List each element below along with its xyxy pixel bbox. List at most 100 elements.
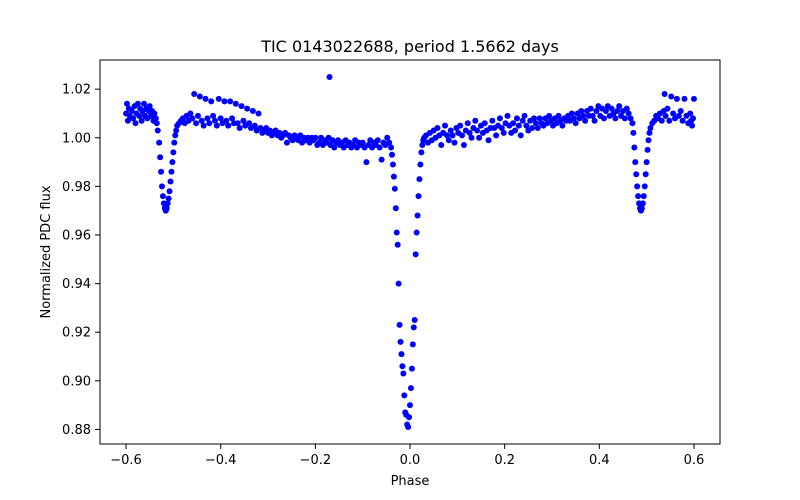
- y-tick-label: 1.02: [62, 83, 91, 98]
- data-point: [326, 74, 333, 81]
- data-point: [208, 98, 215, 105]
- data-point: [608, 105, 615, 112]
- data-point: [389, 151, 396, 158]
- data-point: [163, 205, 170, 212]
- data-point: [546, 112, 553, 119]
- data-point: [510, 120, 517, 127]
- data-point: [169, 159, 176, 166]
- data-point: [196, 93, 203, 100]
- data-point: [531, 115, 537, 122]
- y-tick-label: 0.96: [62, 228, 91, 243]
- data-point: [602, 108, 609, 115]
- data-point: [634, 183, 641, 190]
- data-point: [572, 120, 579, 127]
- data-point: [157, 154, 164, 161]
- data-point: [459, 132, 466, 139]
- data-point: [639, 200, 646, 207]
- data-point: [532, 120, 539, 127]
- data-point: [415, 193, 422, 200]
- data-point: [646, 129, 653, 136]
- data-point: [690, 95, 697, 102]
- data-point: [413, 229, 420, 236]
- data-point: [412, 251, 419, 258]
- data-point: [166, 188, 173, 195]
- data-points: [123, 74, 697, 430]
- data-point: [130, 115, 137, 122]
- data-point: [359, 139, 366, 146]
- data-point: [481, 120, 488, 127]
- data-point: [434, 125, 441, 132]
- data-point: [513, 115, 520, 122]
- x-axis-label: Phase: [391, 474, 430, 489]
- data-point: [167, 178, 174, 185]
- x-tick-label: −0.6: [110, 453, 142, 468]
- x-axis-ticks: −0.6 −0.4 −0.2 0.0 0.2 0.4 0.6: [110, 444, 704, 468]
- data-point: [559, 122, 566, 129]
- data-point: [587, 105, 594, 112]
- data-point: [378, 156, 385, 163]
- data-point: [417, 161, 424, 168]
- data-point: [493, 132, 500, 139]
- data-point: [640, 193, 647, 200]
- data-point: [449, 132, 456, 139]
- data-point: [331, 144, 338, 151]
- data-point: [202, 95, 209, 102]
- y-axis-label: Normalized PDC flux: [39, 185, 54, 318]
- data-point: [521, 112, 528, 119]
- y-tick-label: 0.92: [62, 326, 91, 341]
- data-point: [164, 200, 171, 207]
- data-point: [187, 110, 194, 117]
- data-point: [251, 122, 258, 129]
- data-point: [500, 129, 507, 136]
- data-point: [204, 115, 211, 122]
- data-point: [128, 108, 135, 115]
- data-point: [171, 139, 178, 146]
- data-point: [376, 144, 383, 151]
- data-point: [496, 115, 503, 122]
- data-point: [536, 115, 543, 122]
- data-point: [641, 183, 648, 190]
- data-point: [451, 139, 458, 146]
- data-point: [633, 171, 640, 178]
- y-tick-label: 0.98: [62, 180, 91, 195]
- data-point: [580, 112, 587, 119]
- x-tick-label: −0.2: [300, 453, 332, 468]
- data-point: [407, 402, 413, 409]
- data-point: [688, 117, 695, 124]
- y-tick-label: 0.88: [62, 423, 91, 438]
- data-point: [152, 115, 159, 122]
- data-point: [410, 324, 417, 331]
- data-point: [215, 95, 222, 102]
- y-axis-ticks: 0.88 0.90 0.92 0.94 0.96 0.98 1.00 1.02: [62, 83, 100, 438]
- data-point: [159, 193, 166, 200]
- data-point: [623, 105, 630, 112]
- data-point: [390, 173, 397, 180]
- data-point: [689, 122, 696, 129]
- data-point: [395, 280, 402, 287]
- data-point: [234, 120, 241, 127]
- data-point: [661, 91, 668, 98]
- data-point: [468, 134, 475, 141]
- data-point: [153, 120, 160, 127]
- data-point: [134, 100, 141, 107]
- data-point: [400, 370, 407, 377]
- data-point: [398, 351, 405, 358]
- data-point: [173, 127, 180, 134]
- data-point: [386, 139, 393, 146]
- data-point: [632, 159, 639, 166]
- x-tick-label: 0.0: [400, 453, 421, 468]
- data-point: [229, 115, 236, 122]
- data-point: [668, 93, 675, 100]
- data-point: [591, 117, 598, 124]
- data-point: [534, 125, 541, 132]
- data-point: [399, 363, 406, 370]
- data-point: [123, 100, 130, 107]
- data-point: [312, 134, 319, 141]
- data-point: [406, 414, 413, 421]
- data-point: [675, 112, 682, 119]
- data-point: [464, 120, 471, 127]
- data-point: [158, 168, 165, 175]
- data-point: [232, 100, 239, 107]
- data-point: [445, 137, 452, 144]
